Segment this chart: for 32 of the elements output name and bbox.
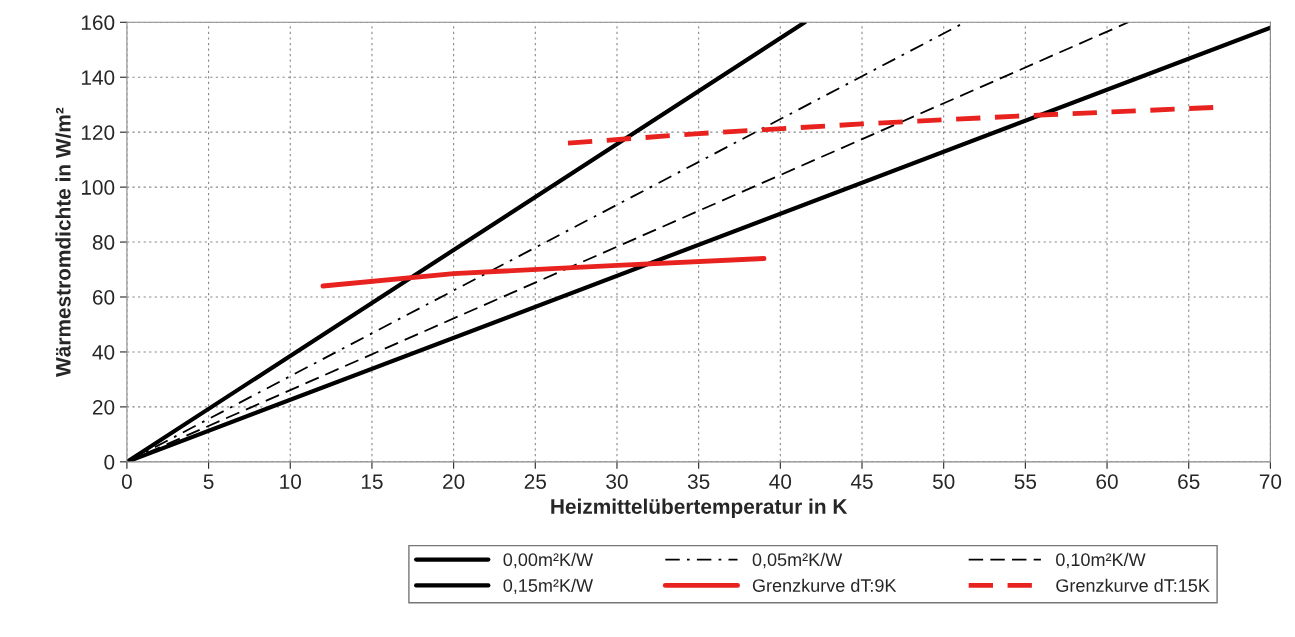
y-tick-label: 140 bbox=[81, 70, 115, 85]
x-tick-label: 70 bbox=[1259, 474, 1282, 489]
legend-label: 0,15m²K/W bbox=[503, 578, 594, 595]
y-tick-label: 160 bbox=[81, 15, 115, 31]
x-tick-label: 60 bbox=[1096, 474, 1118, 489]
y-tick-label: 0 bbox=[104, 454, 115, 470]
y-tick-label: 100 bbox=[81, 180, 115, 195]
x-tick-label: 35 bbox=[687, 474, 710, 489]
x-tick-label: 20 bbox=[443, 474, 465, 489]
x-tick-label: 40 bbox=[769, 474, 792, 489]
x-tick-label: 30 bbox=[606, 474, 628, 489]
legend-label: 0,10m²K/W bbox=[1056, 552, 1146, 569]
x-tick-label: 15 bbox=[361, 474, 383, 489]
x-tick-label: 55 bbox=[1014, 474, 1037, 489]
y-tick-label: 20 bbox=[92, 399, 115, 415]
x-tick-label: 45 bbox=[850, 474, 873, 489]
x-tick-label: 25 bbox=[524, 474, 547, 489]
legend-label: 0,00m²K/W bbox=[503, 552, 594, 569]
x-tick-label: 0 bbox=[121, 474, 132, 489]
legend-label: Grenzkurve dT:15K bbox=[1056, 578, 1210, 592]
x-tick-label: 10 bbox=[280, 474, 302, 489]
y-tick-label: 60 bbox=[92, 290, 115, 305]
x-axis-title: Heizmittelübertemperatur in K bbox=[551, 498, 848, 519]
legend-label: 0,05m²K/W bbox=[752, 552, 843, 569]
x-tick-label: 5 bbox=[203, 474, 214, 489]
y-tick-label: 80 bbox=[92, 235, 115, 250]
x-tick-label: 50 bbox=[932, 474, 955, 489]
y-tick-label: 40 bbox=[92, 344, 115, 360]
x-tick-label: 65 bbox=[1178, 474, 1200, 489]
y-tick-label: 120 bbox=[81, 125, 115, 140]
y-axis-title: Wärmestromdichte in W/m² bbox=[55, 107, 71, 377]
legend-label: Grenzkurve dT:9K bbox=[752, 578, 897, 592]
